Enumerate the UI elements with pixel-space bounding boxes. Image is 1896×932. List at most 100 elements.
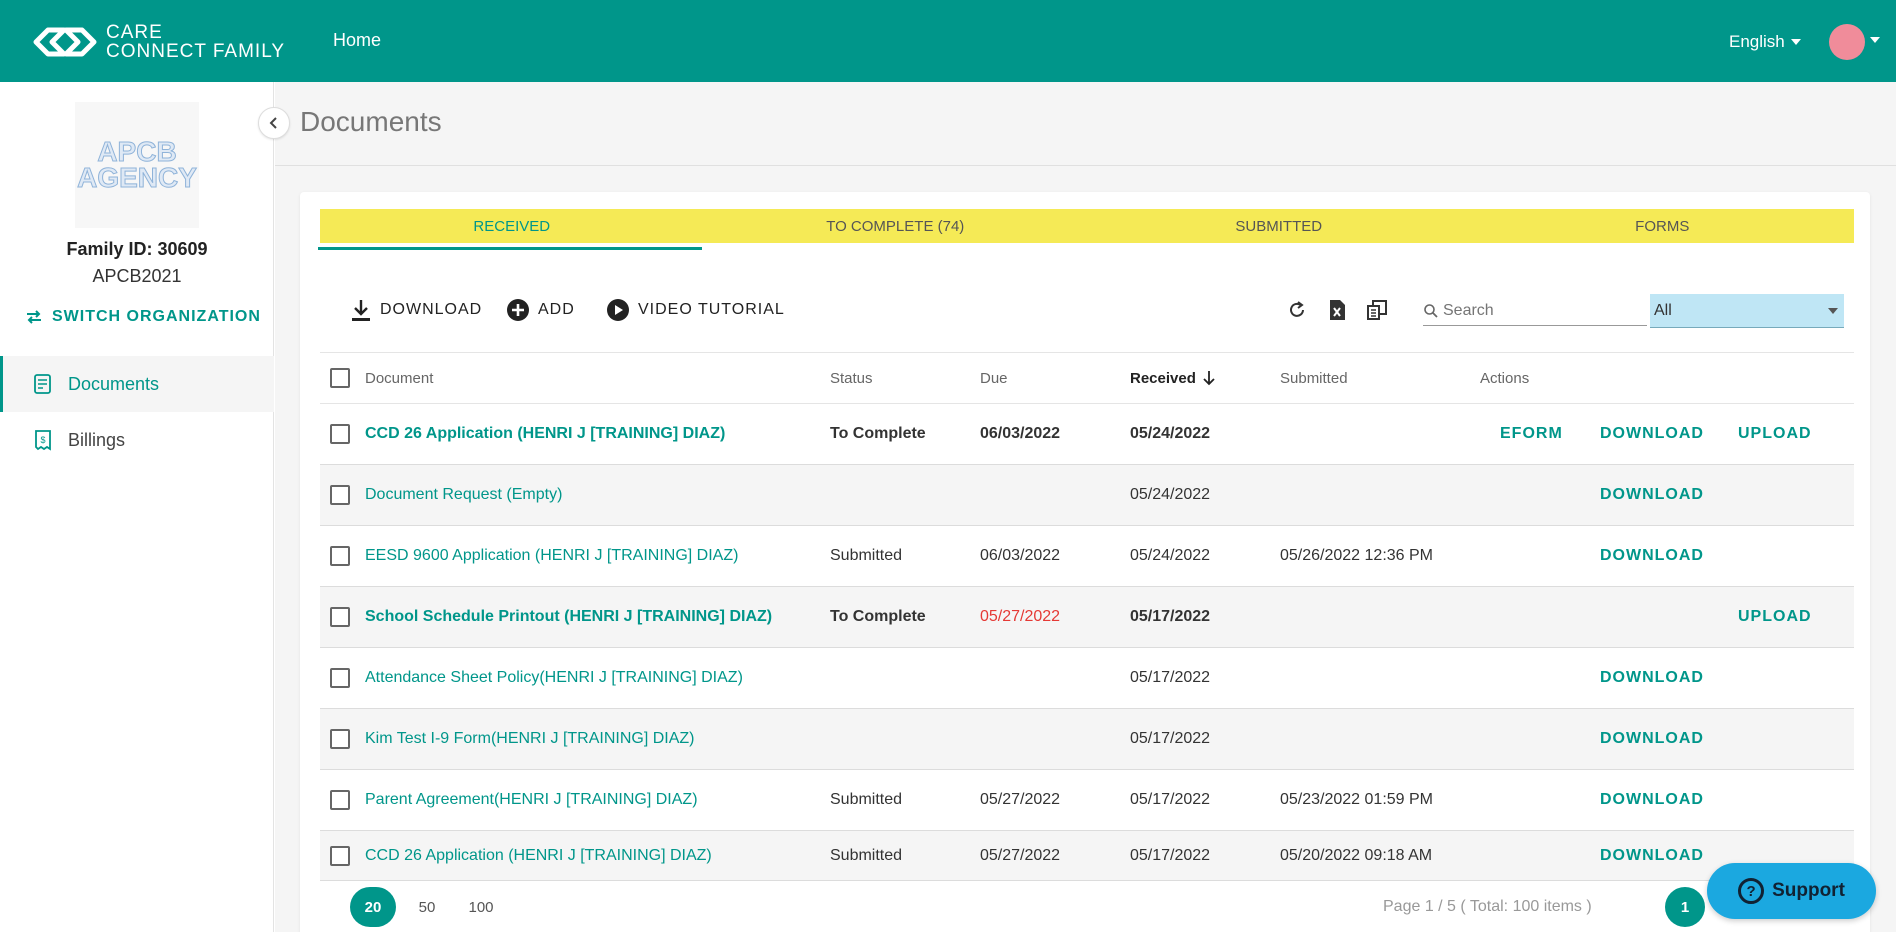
row-checkbox[interactable] (330, 729, 350, 749)
language-selector[interactable]: English (1729, 32, 1801, 52)
status-filter-value: All (1654, 301, 1672, 319)
submitted-cell: 05/26/2022 12:36 PM (1280, 547, 1434, 564)
status-cell: To Complete (830, 425, 926, 442)
due-cell: 05/27/2022 (980, 846, 1061, 864)
page-info: Page 1 / 5 ( Total: 100 items ) (1383, 898, 1592, 915)
document-link[interactable]: EESD 9600 Application (HENRI J [TRAINING… (365, 547, 739, 564)
table-row: School Schedule Printout (HENRI J [TRAIN… (320, 587, 1854, 648)
row-checkbox[interactable] (330, 607, 350, 627)
document-link[interactable]: Parent Agreement(HENRI J [TRAINING] DIAZ… (365, 791, 698, 808)
page-size-100[interactable]: 100 (468, 898, 494, 916)
row-checkbox[interactable] (330, 845, 350, 866)
table-row: Parent Agreement(HENRI J [TRAINING] DIAZ… (320, 770, 1854, 831)
row-checkbox[interactable] (330, 424, 350, 444)
chevron-left-icon (269, 117, 277, 129)
header-status[interactable]: Status (830, 369, 873, 387)
table-row: CCD 26 Application (HENRI J [TRAINING] D… (320, 831, 1854, 881)
page-button-1[interactable]: 1 (1665, 887, 1705, 927)
document-link[interactable]: School Schedule Printout (HENRI J [TRAIN… (365, 608, 773, 625)
brand-line-2: CONNECT FAMILY (106, 41, 286, 62)
eform-button[interactable]: EFORM (1500, 425, 1563, 442)
sidebar-item-billings[interactable]: $ Billings (0, 412, 274, 468)
received-cell: 05/17/2022 (1130, 730, 1211, 747)
row-upload-button[interactable]: UPLOAD (1738, 425, 1812, 442)
download-label: DOWNLOAD (380, 301, 483, 318)
download-button[interactable]: DOWNLOAD (350, 290, 482, 330)
status-filter-select[interactable]: All (1650, 294, 1844, 328)
page-header: Documents (275, 82, 1896, 166)
nav-home-link[interactable]: Home (333, 30, 382, 50)
header-document[interactable]: Document (365, 369, 434, 387)
page-size-20[interactable]: 20 (350, 887, 396, 927)
received-cell: 05/24/2022 (1130, 425, 1211, 442)
document-link[interactable]: CCD 26 Application (HENRI J [TRAINING] D… (365, 425, 726, 442)
brand-name: CARE CONNECT FAMILY (106, 23, 285, 61)
excel-file-icon (1330, 300, 1345, 320)
switch-organization-label: SWITCH ORGANIZATION (52, 308, 261, 325)
support-label: Support (1772, 880, 1845, 901)
svg-text:$: $ (40, 435, 45, 445)
video-tutorial-button[interactable]: VIDEO TUTORIAL (606, 290, 785, 330)
row-checkbox[interactable] (330, 546, 350, 566)
row-download-button[interactable]: DOWNLOAD (1600, 547, 1704, 564)
header-due[interactable]: Due (980, 369, 1008, 387)
header-actions: Actions (1480, 369, 1530, 387)
row-upload-button[interactable]: UPLOAD (1738, 608, 1812, 625)
avatar[interactable] (1829, 24, 1865, 60)
switch-organization-button[interactable]: SWITCH ORGANIZATION (26, 308, 261, 326)
refresh-button[interactable] (1285, 298, 1309, 322)
add-button[interactable]: ADD (506, 290, 575, 330)
brand-logo-icon (33, 27, 97, 57)
search-input[interactable] (1443, 301, 1633, 320)
refresh-icon (1290, 301, 1304, 317)
collapse-sidebar-button[interactable] (258, 107, 290, 139)
support-button[interactable]: ? Support (1707, 863, 1876, 919)
sidebar-item-documents[interactable]: Documents (0, 356, 274, 412)
document-link[interactable]: Attendance Sheet Policy(HENRI J [TRAININ… (365, 669, 743, 686)
document-link[interactable]: Kim Test I-9 Form(HENRI J [TRAINING] DIA… (365, 730, 695, 747)
row-download-button[interactable]: DOWNLOAD (1600, 846, 1704, 864)
header-submitted[interactable]: Submitted (1280, 369, 1348, 387)
document-link[interactable]: Document Request (Empty) (365, 486, 563, 503)
received-cell: 05/17/2022 (1130, 608, 1211, 625)
brand-line-1: CARE (106, 22, 163, 43)
table-row: CCD 26 Application (HENRI J [TRAINING] D… (320, 404, 1854, 465)
document-link[interactable]: CCD 26 Application (HENRI J [TRAINING] D… (365, 846, 712, 864)
chevron-down-icon[interactable] (1870, 37, 1880, 43)
row-download-button[interactable]: DOWNLOAD (1600, 669, 1704, 686)
row-download-button[interactable]: DOWNLOAD (1600, 791, 1704, 808)
sidebar: APCB AGENCY Family ID: 30609 APCB2021 SW… (0, 82, 274, 932)
agency-logo: APCB AGENCY (75, 102, 199, 228)
page-title: Documents (300, 106, 442, 137)
family-id: Family ID: 30609 (66, 239, 208, 259)
chevron-down-icon (1828, 308, 1838, 314)
search-icon (1424, 303, 1438, 318)
due-cell: 05/27/2022 (980, 791, 1061, 808)
tab-bar: RECEIVED TO COMPLETE (74) SUBMITTED FORM… (320, 209, 1854, 243)
received-cell: 05/24/2022 (1130, 547, 1211, 564)
main-content: Documents RECEIVED TO COMPLETE (74) SUBM… (275, 82, 1896, 932)
row-checkbox[interactable] (330, 790, 350, 810)
tab-submitted[interactable]: SUBMITTED (1235, 217, 1323, 235)
swap-icon (27, 310, 41, 324)
header-received[interactable]: Received (1130, 353, 1216, 403)
row-download-button[interactable]: DOWNLOAD (1600, 425, 1704, 442)
tab-to-complete[interactable]: TO COMPLETE (74) (826, 217, 965, 235)
tab-received[interactable]: RECEIVED (473, 217, 551, 235)
tab-forms[interactable]: FORMS (1635, 217, 1690, 235)
row-download-button[interactable]: DOWNLOAD (1600, 730, 1704, 747)
brand-logo[interactable]: CARE CONNECT FAMILY (28, 22, 285, 62)
export-excel-button[interactable] (1325, 298, 1349, 322)
chevron-down-icon (1790, 39, 1801, 45)
play-circle-icon (607, 299, 629, 321)
row-checkbox[interactable] (330, 485, 350, 505)
columns-button[interactable] (1365, 298, 1389, 322)
received-cell: 05/17/2022 (1130, 669, 1211, 686)
page-size-50[interactable]: 50 (418, 898, 436, 916)
row-checkbox[interactable] (330, 668, 350, 688)
toolbar: DOWNLOAD ADD VIDEO TUTORIAL (320, 290, 1854, 330)
select-all-checkbox[interactable] (330, 368, 350, 388)
row-download-button[interactable]: DOWNLOAD (1600, 486, 1704, 503)
top-navbar: CARE CONNECT FAMILY Home English (0, 0, 1896, 82)
download-icon (352, 300, 370, 321)
